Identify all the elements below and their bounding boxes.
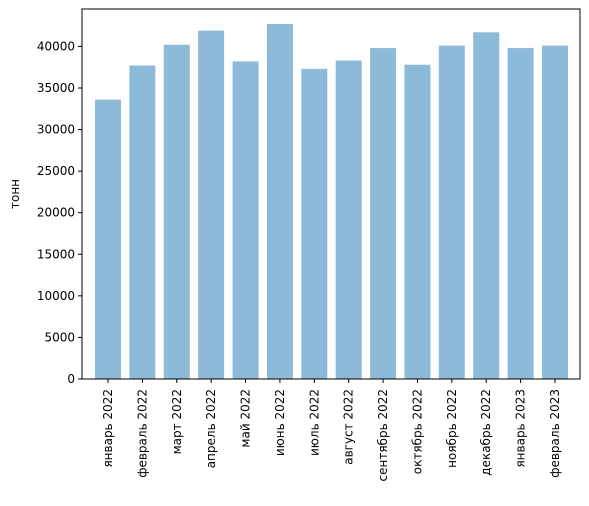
x-tick-label: декабрь 2022	[479, 389, 493, 476]
x-tick-label: январь 2023	[514, 389, 528, 468]
bar	[163, 44, 190, 379]
bar	[198, 30, 225, 379]
bar	[473, 32, 500, 380]
x-axis: январь 2022 февраль 2022 март 2022 апрель 2…	[101, 379, 562, 481]
x-tick-label: февраль 2023	[548, 389, 562, 478]
y-tick-label: 20000	[37, 206, 75, 220]
y-tick-label: 0	[67, 372, 75, 386]
y-tick-label: 35000	[37, 81, 75, 95]
bar	[542, 45, 568, 380]
y-axis-label: тонн	[8, 179, 22, 209]
y-tick-label: 15000	[37, 247, 75, 261]
y-tick-label: 40000	[37, 39, 75, 53]
bar	[129, 65, 156, 379]
bar	[335, 60, 362, 379]
x-tick-label: май 2022	[239, 389, 253, 448]
y-tick-label: 25000	[37, 164, 75, 178]
x-tick-label: январь 2022	[101, 389, 115, 468]
bar	[507, 48, 534, 380]
bar	[232, 61, 259, 380]
x-tick-label: март 2022	[170, 389, 184, 454]
bar	[266, 23, 293, 380]
y-tick-label: 30000	[37, 123, 75, 137]
bar	[404, 64, 431, 380]
bar	[438, 45, 465, 380]
x-tick-label: ноябрь 2022	[445, 389, 459, 468]
x-tick-label: февраль 2022	[135, 389, 149, 478]
bar	[301, 68, 328, 379]
y-tick-label: 5000	[44, 330, 75, 344]
bar	[370, 48, 397, 380]
x-tick-label: август 2022	[342, 389, 356, 465]
x-tick-label: сентябрь 2022	[376, 389, 390, 481]
x-tick-label: июнь 2022	[273, 389, 287, 456]
x-tick-label: июль 2022	[307, 389, 321, 456]
x-tick-label: апрель 2022	[204, 389, 218, 468]
x-tick-label: октябрь 2022	[410, 389, 424, 474]
bar	[95, 99, 121, 379]
plot-frame	[81, 8, 581, 380]
y-axis: 0 5000 10000 15000 20000 25000 30000 35000 40000	[37, 39, 82, 386]
y-tick-label: 10000	[37, 289, 75, 303]
bars-group	[95, 23, 568, 380]
